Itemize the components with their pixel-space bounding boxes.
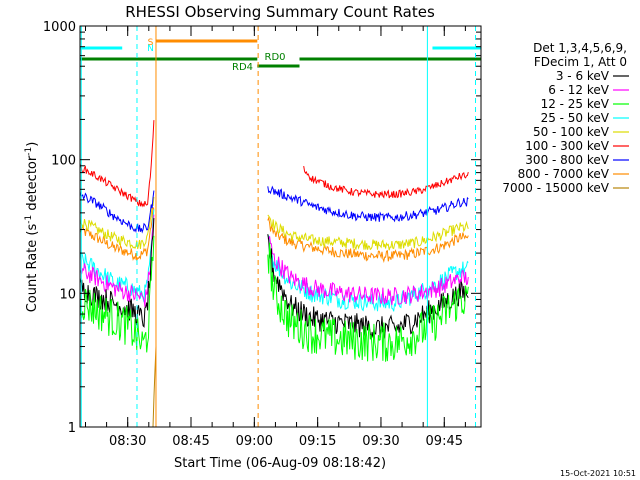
y-ticks: 1 10 100 1000 bbox=[43, 20, 481, 436]
series-6-line-0 bbox=[80, 190, 155, 234]
series-7 bbox=[80, 207, 469, 264]
series-2-line-1 bbox=[267, 242, 469, 362]
x-axis: Start Time (06-Aug-09 08:18:42) bbox=[174, 456, 386, 471]
series-7-line-1 bbox=[267, 215, 469, 264]
x-ticks: 08:30 08:45 09:00 09:15 09:30 09:45 bbox=[84, 26, 466, 449]
legend-label-7: 800 - 7000 keV bbox=[518, 167, 610, 181]
legend-label-5: 100 - 300 keV bbox=[525, 139, 609, 153]
series-7-line-0 bbox=[80, 207, 155, 261]
legend-header-1: Det 1,3,4,5,6,9, bbox=[533, 41, 627, 55]
chart-title: RHESSI Observing Summary Count Rates bbox=[125, 3, 435, 21]
y-tick-label: 1 bbox=[68, 421, 76, 436]
series-1-line-1 bbox=[267, 236, 469, 306]
y-axis-label-mid: detector bbox=[25, 155, 40, 215]
series-2 bbox=[80, 235, 469, 362]
decim-state-label: RD4 bbox=[232, 62, 253, 73]
y-tick-label: 100 bbox=[51, 154, 76, 169]
saa-letter: S bbox=[148, 38, 154, 48]
y-axis-label: Count Rate (s-1 detector-1) bbox=[24, 142, 40, 313]
state-markers: SN RD0 RD4 bbox=[80, 26, 481, 427]
y-axis-label-main: Count Rate (s bbox=[25, 224, 40, 313]
series-0-line-1 bbox=[267, 234, 469, 340]
legend-label-4: 50 - 100 keV bbox=[533, 125, 610, 139]
series-5-line-0 bbox=[80, 120, 155, 208]
x-tick-label: 08:30 bbox=[109, 434, 146, 449]
x-axis-label: Start Time (06-Aug-09 08:18:42) bbox=[174, 456, 386, 471]
series-4 bbox=[80, 196, 469, 251]
legend-label-1: 6 - 12 keV bbox=[548, 83, 610, 97]
series-6 bbox=[80, 185, 469, 234]
legend-label-8: 7000 - 15000 keV bbox=[502, 181, 609, 195]
x-tick-label: 09:00 bbox=[236, 434, 273, 449]
legend-label-3: 25 - 50 keV bbox=[541, 111, 610, 125]
x-tick-label: 09:45 bbox=[426, 434, 463, 449]
y-axis-label-sup2: -1 bbox=[24, 147, 34, 156]
x-tick-label: 09:15 bbox=[299, 434, 336, 449]
x-tick-label: 09:30 bbox=[362, 434, 399, 449]
series-6-line-1 bbox=[267, 185, 469, 223]
series-2-line-0 bbox=[80, 235, 155, 353]
y-axis-label-sup1: -1 bbox=[24, 215, 34, 224]
y-tick-label: 10 bbox=[59, 287, 76, 302]
series-1-line-0 bbox=[80, 214, 155, 308]
legend-label-0: 3 - 6 keV bbox=[556, 69, 610, 83]
series-1 bbox=[80, 214, 469, 308]
footer-date: 15-Oct-2021 10:51 bbox=[560, 469, 636, 478]
legend: Det 1,3,4,5,6,9, FDecim 1, Att 0 3 - 6 k… bbox=[502, 41, 629, 195]
series-5 bbox=[80, 120, 469, 208]
legend-label-6: 300 - 800 keV bbox=[525, 153, 609, 167]
plot-border bbox=[79, 25, 482, 428]
night-letter: N bbox=[147, 44, 154, 54]
legend-label-2: 12 - 25 keV bbox=[541, 97, 610, 111]
att-state-label: RD0 bbox=[265, 52, 286, 63]
series-5-line-1 bbox=[303, 166, 469, 199]
series-4-line-1 bbox=[267, 214, 469, 251]
x-tick-label: 08:45 bbox=[172, 434, 209, 449]
plot-area: SN RD0 RD4 1 10 100 1000 08:30 08:45 09:00 09:15 09… bbox=[43, 20, 482, 449]
y-axis-label-end: ) bbox=[25, 142, 40, 147]
legend-header-2: FDecim 1, Att 0 bbox=[534, 55, 627, 69]
y-tick-label: 1000 bbox=[43, 20, 76, 35]
series-4-line-0 bbox=[80, 196, 155, 250]
axes-frame bbox=[79, 25, 482, 428]
